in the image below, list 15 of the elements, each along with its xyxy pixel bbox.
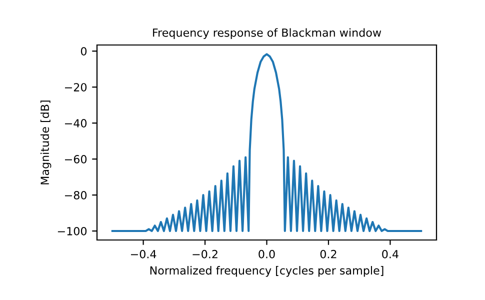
x-axis-title: Normalized frequency [cycles per sample] xyxy=(150,266,384,277)
x-tick-label: 0.4 xyxy=(382,250,398,258)
x-tick-label: 0.2 xyxy=(320,250,336,258)
y-tick-label: −40 xyxy=(65,119,87,128)
y-tick-label: −20 xyxy=(65,83,87,92)
y-tick-label: −80 xyxy=(65,191,87,200)
chart-title: Frequency response of Blackman window xyxy=(153,28,382,39)
x-tick-label: 0.0 xyxy=(258,250,275,258)
y-tick-label: −60 xyxy=(65,155,87,164)
line-series xyxy=(111,53,422,232)
x-tick-label: −0.4 xyxy=(130,250,156,258)
y-tick-label: 0 xyxy=(80,47,87,56)
y-axis-title: Magnitude [dB] xyxy=(40,100,52,184)
x-tick-label: −0.2 xyxy=(192,250,218,258)
y-tick-label: −100 xyxy=(58,226,87,236)
